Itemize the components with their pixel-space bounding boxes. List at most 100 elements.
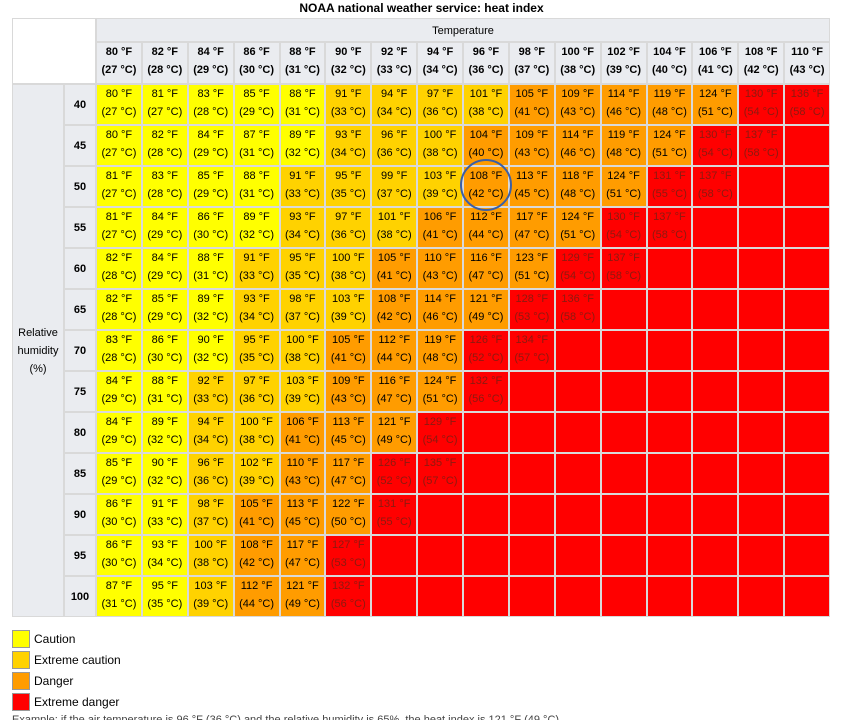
heat-index-cell-empty xyxy=(600,576,647,617)
heat-index-c: (42 °C) xyxy=(239,557,275,569)
legend-label-extreme-danger: Extreme danger xyxy=(34,694,120,709)
heat-index-cell: 105 °F (41 °C) xyxy=(233,494,280,535)
heat-index-f: 89 °F xyxy=(197,293,224,305)
heat-index-c: (46 °C) xyxy=(606,106,642,118)
heat-index-c: (38 °C) xyxy=(330,270,366,282)
heat-index-cell: 95 °F (35 °C) xyxy=(279,248,326,289)
heat-index-f: 124 °F xyxy=(653,129,686,141)
heat-index-cell: 91 °F (33 °C) xyxy=(279,166,326,207)
heat-index-cell: 100 °F (38 °C) xyxy=(233,412,280,453)
heat-index-c: (38 °C) xyxy=(239,434,275,446)
temperature-c-label: (37 °C) xyxy=(514,64,550,76)
heat-index-cell: 85 °F (29 °C) xyxy=(233,84,280,125)
heat-index-f: 84 °F xyxy=(105,416,133,428)
heat-index-c: (34 °C) xyxy=(330,147,366,159)
page-title: NOAA national weather service: heat inde… xyxy=(299,1,544,15)
heat-index-c: (39 °C) xyxy=(239,475,275,487)
heat-index-cell-empty xyxy=(692,576,739,617)
heat-index-cell-empty xyxy=(417,494,463,535)
heat-index-f: 130 °F xyxy=(744,88,778,100)
humidity-header: 65 xyxy=(64,289,96,330)
heat-index-f: 124 °F xyxy=(699,88,732,100)
heat-index-c: (29 °C) xyxy=(147,311,183,323)
heat-index-f: 109 °F xyxy=(515,129,549,141)
heat-index-f: 105 °F xyxy=(332,334,365,346)
heat-index-cell: 86 °F (30 °C) xyxy=(187,207,234,248)
heat-index-cell-empty xyxy=(738,289,785,330)
heat-index-c: (55 °C) xyxy=(651,188,687,200)
heat-index-cell: 132 °F (56 °C) xyxy=(463,371,509,412)
heat-index-c: (30 °C) xyxy=(101,557,137,569)
heat-index-c: (37 °C) xyxy=(284,311,320,323)
heat-index-cell: 130 °F (54 °C) xyxy=(692,125,739,166)
heat-index-cell-empty xyxy=(784,412,830,453)
temperature-header: 110 °F (43 °C) xyxy=(784,42,830,84)
heat-index-cell: 131 °F (55 °C) xyxy=(646,166,693,207)
heat-index-c: (38 °C) xyxy=(468,106,504,118)
heat-index-cell: 112 °F (44 °C) xyxy=(463,207,509,248)
temperature-f-label: 106 °F xyxy=(699,46,732,58)
humidity-header: 100 xyxy=(64,576,96,617)
temperature-header: 90 °F (32 °C) xyxy=(325,42,372,84)
heat-index-cell-empty xyxy=(738,412,785,453)
heat-index-cell-empty xyxy=(692,412,739,453)
heat-index-cell: 113 °F (45 °C) xyxy=(279,494,326,535)
heat-index-c: (37 °C) xyxy=(193,516,229,528)
legend-label-caution: Caution xyxy=(34,631,76,646)
heat-index-c: (33 °C) xyxy=(193,393,229,405)
heat-index-cell-empty xyxy=(646,412,693,453)
heat-index-cell: 127 °F (53 °C) xyxy=(325,535,372,576)
heat-index-f: 113 °F xyxy=(515,170,548,182)
heat-index-c: (39 °C) xyxy=(193,598,229,610)
heat-index-cell: 116 °F (47 °C) xyxy=(463,248,509,289)
heat-index-cell: 105 °F (41 °C) xyxy=(508,84,555,125)
heat-index-cell-empty xyxy=(646,248,693,289)
heat-index-f: 91 °F xyxy=(289,170,316,182)
heat-index-cell: 122 °F (50 °C) xyxy=(325,494,372,535)
heat-index-c: (41 °C) xyxy=(376,270,412,282)
temperature-f-label: 88 °F xyxy=(289,46,316,58)
heat-index-c: (53 °C) xyxy=(330,557,366,569)
heat-index-c: (45 °C) xyxy=(330,434,366,446)
temperature-group-header: Temperature xyxy=(96,18,830,42)
heat-index-f: 114 °F xyxy=(424,293,456,305)
heat-index-cell: 81 °F (27 °C) xyxy=(141,84,188,125)
heat-index-cell-empty xyxy=(784,494,830,535)
heat-index-f: 137 °F xyxy=(653,211,686,223)
heat-index-c: (56 °C) xyxy=(468,393,504,405)
legend-item-danger: Danger xyxy=(12,670,121,691)
heat-index-f: 106 °F xyxy=(286,416,319,428)
heat-index-f: 109 °F xyxy=(332,375,365,387)
heat-index-c: (58 °C) xyxy=(743,147,779,159)
heat-index-f: 136 °F xyxy=(790,88,824,100)
temperature-f-label: 92 °F xyxy=(380,46,408,58)
heat-index-f: 131 °F xyxy=(377,498,411,510)
heat-index-c: (55 °C) xyxy=(376,516,412,528)
temperature-c-label: (28 °C) xyxy=(147,64,183,76)
heat-index-f: 109 °F xyxy=(561,88,594,100)
heat-index-cell: 114 °F (46 °C) xyxy=(554,125,601,166)
heat-index-c: (27 °C) xyxy=(101,188,137,200)
heat-index-c: (51 °C) xyxy=(606,188,642,200)
heat-index-cell: 117 °F (47 °C) xyxy=(325,453,372,494)
heat-index-cell: 94 °F (34 °C) xyxy=(371,84,418,125)
temperature-f-label: 94 °F xyxy=(426,46,454,58)
heat-index-c: (35 °C) xyxy=(147,598,183,610)
heat-index-cell: 97 °F (36 °C) xyxy=(417,84,463,125)
heat-index-c: (29 °C) xyxy=(101,434,137,446)
heat-index-cell-empty xyxy=(692,453,739,494)
heat-index-cell: 105 °F (41 °C) xyxy=(325,330,372,371)
heat-index-f: 81 °F xyxy=(151,88,179,100)
heat-index-c: (38 °C) xyxy=(284,352,320,364)
heat-index-f: 90 °F xyxy=(151,457,179,469)
heat-index-c: (57 °C) xyxy=(514,352,550,364)
heat-index-cell: 137 °F (58 °C) xyxy=(646,207,693,248)
legend-swatch-danger xyxy=(12,671,30,690)
heat-index-f: 100 °F xyxy=(286,334,319,346)
temperature-header: 86 °F (30 °C) xyxy=(233,42,280,84)
heat-index-cell: 86 °F (30 °C) xyxy=(96,535,142,576)
table-corner xyxy=(12,18,96,84)
heat-index-f: 91 °F xyxy=(243,252,270,264)
heat-index-cell: 88 °F (31 °C) xyxy=(233,166,280,207)
heat-index-cell: 96 °F (36 °C) xyxy=(187,453,234,494)
